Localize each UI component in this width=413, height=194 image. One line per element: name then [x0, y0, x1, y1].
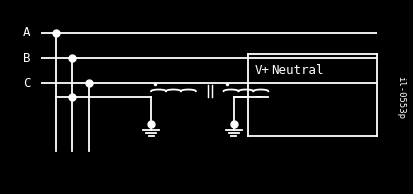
- Text: il-0553p: il-0553p: [395, 75, 404, 119]
- Text: A: A: [23, 26, 30, 40]
- Text: B: B: [23, 52, 30, 65]
- Text: V+: V+: [254, 64, 269, 77]
- Text: C: C: [23, 77, 30, 90]
- Text: Neutral: Neutral: [271, 64, 323, 77]
- Text: −: −: [254, 90, 262, 104]
